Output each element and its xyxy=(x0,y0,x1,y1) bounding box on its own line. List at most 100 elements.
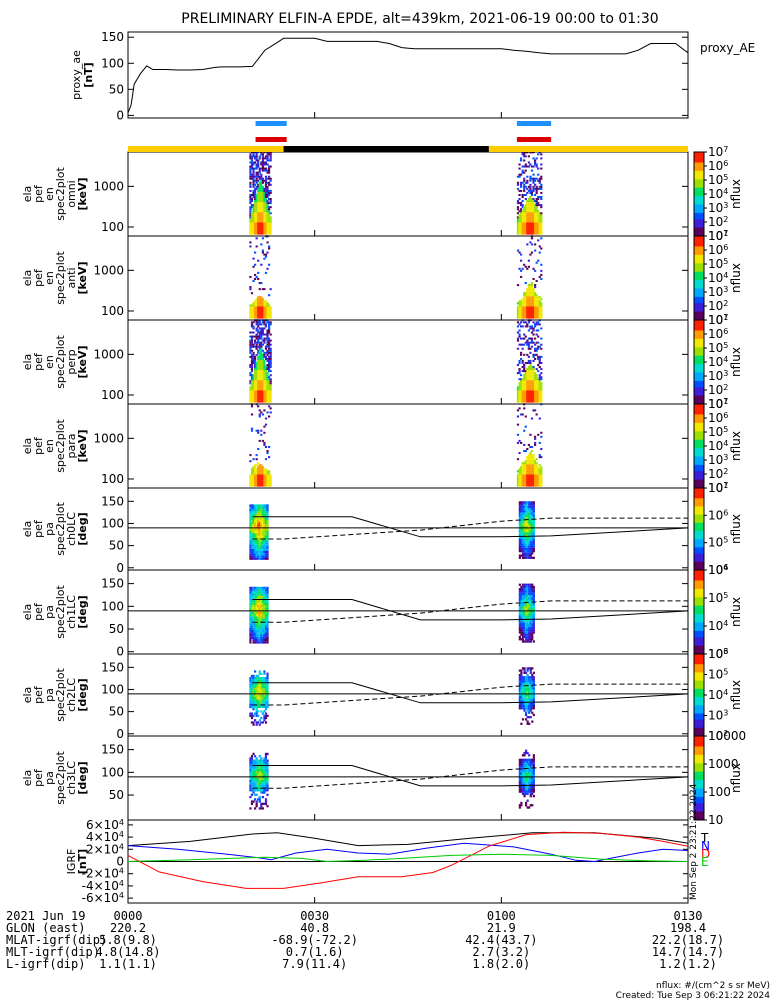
spectrogram-pixel xyxy=(269,398,272,401)
spectrogram-pixel xyxy=(257,206,260,209)
spectrogram-pixel xyxy=(523,226,526,229)
spectrogram-pixel xyxy=(254,224,257,227)
spectrogram-pixel xyxy=(535,206,538,209)
spectrogram-pixel xyxy=(532,390,535,393)
pitch-angle-pixel xyxy=(255,766,258,769)
pitch-angle-pixel xyxy=(261,761,264,765)
spectrogram-pixel xyxy=(534,220,537,223)
spectrogram-pixel xyxy=(269,355,272,358)
spectrogram-pixel xyxy=(538,386,541,389)
spectrogram-pixel xyxy=(518,361,521,364)
pitch-angle-pixel xyxy=(521,704,525,708)
spectrogram-pixel xyxy=(518,368,521,371)
spectrogram-pixel xyxy=(524,169,527,172)
pitch-angle-pixel xyxy=(249,768,252,771)
y-axis-label-line: perp xyxy=(65,349,78,374)
pitch-angle-pixel xyxy=(252,607,255,610)
pitch-angle-pixel xyxy=(526,788,529,791)
spectrogram-pixel xyxy=(535,386,538,389)
pitch-angle-pixel xyxy=(257,627,260,630)
spectrogram-pixel xyxy=(535,216,538,219)
spectrogram-pixel xyxy=(524,308,527,311)
pitch-angle-pixel xyxy=(518,788,521,791)
spectrogram-pixel xyxy=(518,314,521,317)
pitch-angle-pixel xyxy=(263,768,266,771)
spectrogram-pixel xyxy=(255,468,258,471)
spectrogram-pixel xyxy=(520,232,523,235)
pitch-angle-pixel xyxy=(263,586,266,590)
pitch-angle-pixel xyxy=(266,683,269,686)
spectrogram-pixel xyxy=(269,366,272,369)
spectrogram-pixel xyxy=(526,343,529,346)
pitch-angle-pixel xyxy=(524,792,528,796)
pitch-angle-pixel xyxy=(521,527,525,531)
spectrogram-pixel xyxy=(526,310,529,313)
spectrogram-pixel xyxy=(516,325,520,328)
pitch-angle-pixel xyxy=(264,800,268,803)
spectrogram-pixel xyxy=(523,230,526,233)
pitch-angle-pixel xyxy=(266,539,269,543)
pitch-angle-pixel xyxy=(520,629,523,632)
spectrogram-pixel xyxy=(520,157,523,160)
spectrogram-pixel xyxy=(263,370,266,373)
colorbar-cell xyxy=(694,446,704,449)
pitch-angle-pixel xyxy=(258,634,261,637)
spectrogram-pixel xyxy=(540,230,543,233)
spectrogram-pixel xyxy=(527,308,530,311)
spectrogram-pixel xyxy=(529,470,532,473)
pitch-angle-pixel xyxy=(249,598,252,601)
colorbar-tick-label: 107 xyxy=(708,481,728,495)
spectrogram-pixel xyxy=(266,177,269,180)
spectrogram-pixel xyxy=(258,388,261,391)
pitch-angle-pixel xyxy=(255,714,258,717)
spectrogram-pixel xyxy=(530,251,534,254)
pitch-angle-pixel xyxy=(263,530,266,534)
colorbar-cell xyxy=(694,288,704,292)
pitch-angle-pixel xyxy=(250,677,254,680)
colorbar-cell xyxy=(694,593,704,596)
panel-bg xyxy=(128,236,688,320)
spectrogram-pixel xyxy=(516,312,520,315)
spectrogram-pixel xyxy=(255,327,258,330)
pitch-angle-pixel xyxy=(532,700,535,703)
spectrogram-pixel xyxy=(258,200,261,203)
pitch-angle-pixel xyxy=(250,604,254,608)
colorbar-cell xyxy=(694,225,704,229)
spectrogram-pixel xyxy=(524,210,527,213)
spectrogram-pixel xyxy=(266,171,269,174)
pitch-angle-pixel xyxy=(254,701,257,704)
spectrogram-pixel xyxy=(266,224,269,227)
pitch-angle-pixel xyxy=(264,544,268,547)
pitch-angle-pixel xyxy=(261,770,264,774)
spectrogram-pixel xyxy=(268,323,271,326)
pitch-angle-pixel xyxy=(255,593,258,596)
pitch-angle-pixel xyxy=(258,546,261,549)
colorbar-cell xyxy=(694,284,704,287)
spectrogram-pixel xyxy=(532,312,535,315)
spectrogram-pixel xyxy=(520,314,523,317)
spectrogram-pixel xyxy=(260,394,263,397)
colorbar-cell xyxy=(694,656,704,659)
pitch-angle-pixel xyxy=(520,770,523,773)
spectrogram-pixel xyxy=(261,314,264,317)
pitch-angle-pixel xyxy=(264,759,268,762)
pitch-angle-pixel xyxy=(521,682,525,686)
pitch-angle-pixel xyxy=(529,541,532,544)
colorbar-cell xyxy=(694,223,704,226)
panel-bg xyxy=(128,320,688,404)
pitch-angle-pixel xyxy=(518,790,521,793)
spectrogram-pixel xyxy=(249,364,252,367)
spectrogram-pixel xyxy=(257,370,260,373)
pitch-angle-pixel xyxy=(521,691,525,694)
spectrogram-pixel xyxy=(537,378,540,381)
pitch-angle-pixel xyxy=(258,766,261,769)
spectrogram-pixel xyxy=(252,220,255,223)
pitch-angle-pixel xyxy=(526,783,529,786)
spectrogram-pixel xyxy=(260,226,263,229)
spectrogram-pixel xyxy=(526,325,529,328)
spectrogram-pixel xyxy=(257,392,260,395)
spectrogram-pixel xyxy=(534,310,537,313)
spectrogram-pixel xyxy=(534,470,537,473)
pitch-angle-pixel xyxy=(526,687,529,690)
